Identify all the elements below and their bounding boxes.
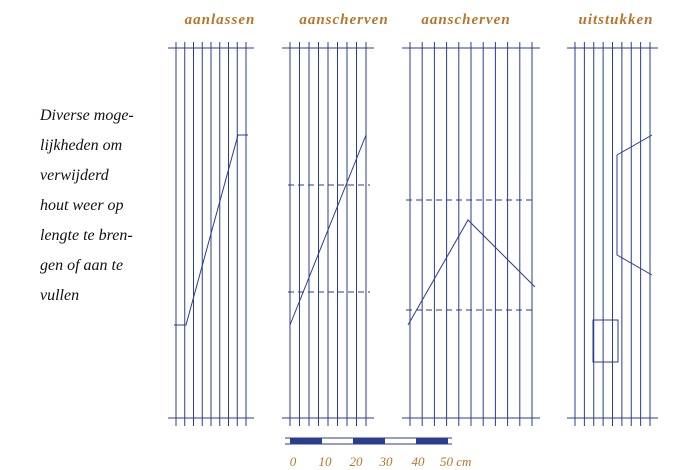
caption-line: verwijderd: [40, 167, 110, 184]
caption-line: gen of aan te: [40, 257, 123, 274]
drawing: [168, 42, 658, 445]
joint: [289, 134, 367, 326]
caption-line: Diverse moge-: [39, 107, 134, 124]
scale-label: 20: [350, 454, 364, 469]
scale-label: 50 cm: [440, 454, 471, 469]
patch: [616, 134, 653, 276]
patch: [592, 319, 619, 363]
scale-block: [353, 438, 385, 444]
caption-line: vullen: [40, 287, 79, 304]
scale-label: 30: [379, 454, 394, 469]
caption-line: lengte te bren-: [40, 227, 133, 244]
heading: uitstukken: [578, 12, 653, 28]
heading: aanscherven: [299, 12, 388, 28]
scale-label: 40: [412, 454, 426, 469]
scale-block: [290, 438, 322, 444]
scale-block: [416, 438, 448, 444]
joint: [407, 219, 536, 326]
scale-label: 0: [290, 454, 297, 469]
heading: aanscherven: [421, 12, 510, 28]
scale-label: 10: [319, 454, 333, 469]
joint: [174, 134, 248, 326]
caption-line: hout weer op: [40, 197, 124, 214]
caption-line: lijkheden om: [40, 137, 122, 154]
heading: aanlassen: [185, 12, 256, 28]
